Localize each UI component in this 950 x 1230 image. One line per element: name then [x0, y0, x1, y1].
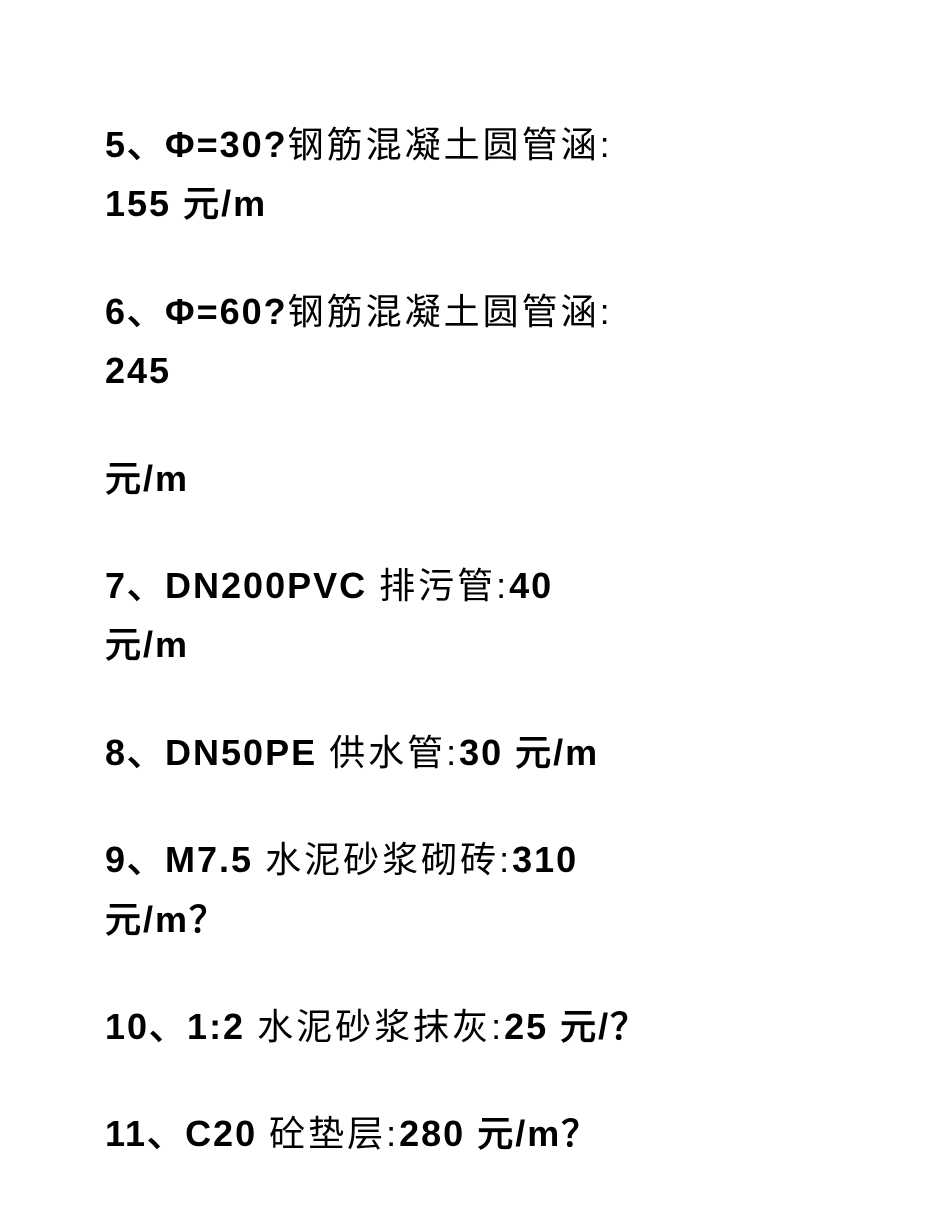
item-spec: Φ=60? — [165, 291, 288, 332]
item-description: 供水管: — [329, 732, 459, 773]
item-description: 钢筋混凝土圆管涵: — [288, 291, 613, 332]
price-item-10: 10、1:2 水泥砂浆抹灰:25 元/？ — [105, 997, 845, 1056]
item-number: 11、 — [105, 1113, 185, 1154]
price-item-6: 6、Φ=60?钢筋混凝土圆管涵: 245 元/m — [105, 282, 845, 508]
item-description: 排污管: — [379, 565, 509, 606]
price-item-8: 8、DN50PE 供水管:30 元/m — [105, 723, 845, 782]
price-item-7: 7、DN200PVC 排污管:40 元/m — [105, 556, 845, 675]
item-number: 9、 — [105, 839, 165, 880]
item-number: 6、 — [105, 291, 165, 332]
item-spec: 1:2 — [187, 1006, 257, 1047]
item-number: 10、 — [105, 1006, 187, 1047]
item-spec: DN50PE — [165, 732, 329, 773]
item-price: 40 — [509, 565, 553, 606]
item-spec: Φ=30? — [165, 124, 288, 165]
item-description: 砼垫层: — [269, 1113, 399, 1154]
item-price: 245 — [105, 350, 171, 391]
item-description: 钢筋混凝土圆管涵: — [288, 124, 613, 165]
item-unit: 元/m？ — [105, 899, 227, 940]
item-number: 8、 — [105, 732, 165, 773]
item-description: 水泥砂浆砌砖: — [265, 839, 512, 880]
price-item-11: 11、C20 砼垫层:280 元/m？ — [105, 1104, 845, 1163]
item-unit: 元/m — [105, 458, 189, 499]
item-price: 30 元/m — [459, 732, 599, 773]
item-unit: 元/m — [105, 624, 189, 665]
item-number: 7、 — [105, 565, 165, 606]
item-price: 310 — [512, 839, 578, 880]
price-item-9: 9、M7.5 水泥砂浆砌砖:310 元/m？ — [105, 830, 845, 949]
item-spec: M7.5 — [165, 839, 265, 880]
item-price: 280 元/m？ — [399, 1113, 599, 1154]
item-price: 25 元/？ — [504, 1006, 648, 1047]
item-spec: C20 — [185, 1113, 269, 1154]
item-description: 水泥砂浆抹灰: — [257, 1006, 504, 1047]
item-spec: DN200PVC — [165, 565, 379, 606]
price-item-5: 5、Φ=30?钢筋混凝土圆管涵: 155 元/m — [105, 115, 845, 234]
item-number: 5、 — [105, 124, 165, 165]
item-price: 155 元/m — [105, 183, 267, 224]
